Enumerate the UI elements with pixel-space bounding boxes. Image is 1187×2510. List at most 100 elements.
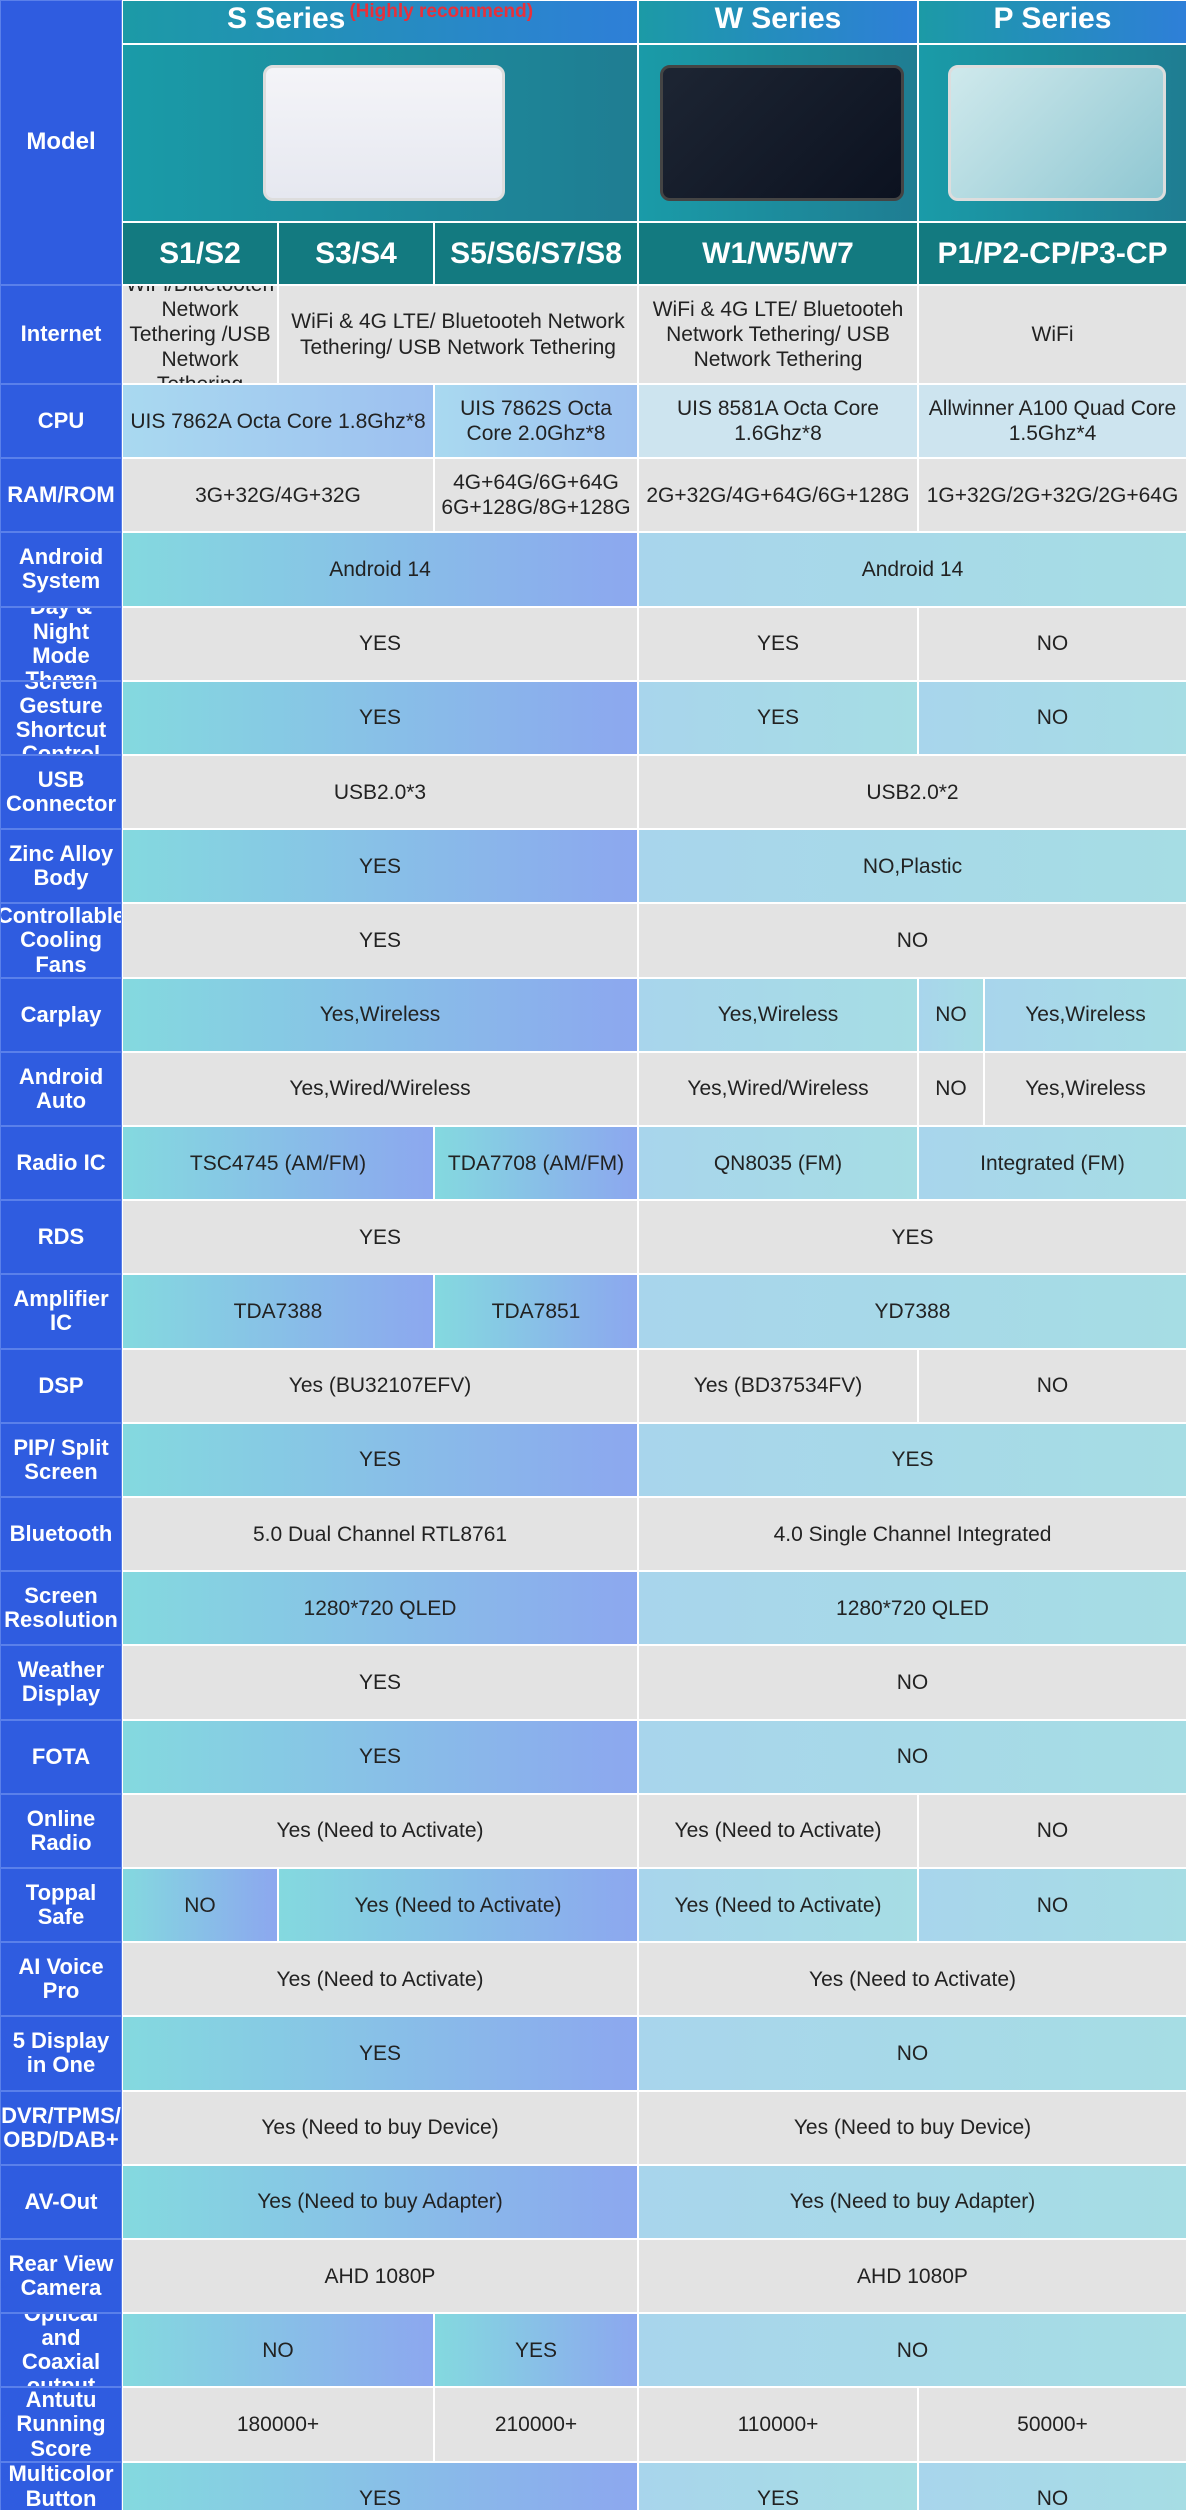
row-label: Radio IC [0,1126,122,1201]
cell: 1G+32G/2G+32G/2G+64G [918,458,1187,533]
product-image [122,44,638,222]
cell: WiFi & 4G LTE/ Bluetooteh Network Tether… [278,285,638,384]
cell: YES [122,903,638,978]
cell: 5.0 Dual Channel RTL8761 [122,1497,638,1572]
cell: YES [638,680,918,755]
cell: YES [122,2461,638,2510]
cell: Yes,Wireless [984,977,1187,1052]
cell: Yes,Wired/Wireless [638,1051,918,1126]
product-image [918,44,1187,222]
screen [263,65,505,201]
cell: NO [918,2461,1187,2510]
row-label: Android System [0,532,122,607]
cell: NO [122,1868,278,1943]
cell: Yes (Need to buy Device) [638,2090,1187,2165]
cell: Yes,Wireless [638,977,918,1052]
series-title: W Series [638,0,918,44]
cell: QN8035 (FM) [638,1126,918,1201]
model-name: W1/W5/W7 [638,222,918,285]
row-label: Online Radio [0,1793,122,1868]
cell: YES [122,2016,638,2091]
row-label: Bluetooth [0,1497,122,1572]
cell: NO [918,1793,1187,1868]
cell: YES [122,680,638,755]
cell: Yes (Need to Activate) [122,1942,638,2017]
cell: WiFi & 4G LTE/ Bluetooteh Network Tether… [638,285,918,384]
cell: YES [122,1200,638,1275]
cell: TSC4745 (AM/FM) [122,1126,434,1201]
row-label: USB Connector [0,755,122,830]
row-label: AV-Out [0,2164,122,2239]
model-name: P1/P2-CP/P3-CP [918,222,1187,285]
cell: TDA7388 [122,1274,434,1349]
row-label: Controllable Cooling Fans [0,903,122,978]
cell: NO [638,1719,1187,1794]
row-label: Weather Display [0,1645,122,1720]
series-name: W Series [714,2,842,35]
cell: 50000+ [918,2387,1187,2462]
cell: UIS 7862A Octa Core 1.8Ghz*8 [122,384,434,459]
cell: WiFi/Bluetooteh Network Tethering /USB N… [122,285,278,384]
cell: YES [122,606,638,681]
cell: NO [638,1645,1187,1720]
row-label: Rear View Camera [0,2239,122,2314]
row-label: RAM/ROM [0,458,122,533]
model-name: S3/S4 [278,222,434,285]
model-name: S5/S6/S7/S8 [434,222,638,285]
row-label: FOTA [0,1719,122,1794]
cell: Yes (Need to buy Adapter) [122,2164,638,2239]
cell: Integrated (FM) [918,1126,1187,1201]
cell: NO [918,1868,1187,1943]
cell: 4.0 Single Channel Integrated [638,1497,1187,1572]
cell: Yes,Wireless [122,977,638,1052]
model-label: Model [0,0,122,285]
series-title: P Series [918,0,1187,44]
screen [947,65,1166,201]
cell: Yes (BD37534FV) [638,1348,918,1423]
cell: 1280*720 QLED [638,1571,1187,1646]
cell: Android 14 [122,532,638,607]
cell: NO [918,977,984,1052]
cell: NO [638,2016,1187,2091]
cell: NO [918,680,1187,755]
row-label: DSP [0,1348,122,1423]
series-name: P Series [993,2,1112,35]
row-label: Zinc Alloy Body [0,829,122,904]
cell: UIS 7862S Octa Core 2.0Ghz*8 [434,384,638,459]
cell: 110000+ [638,2387,918,2462]
cell: NO [638,2313,1187,2388]
cell: NO,Plastic [638,829,1187,904]
row-label: Optical and Coaxial output [0,2313,122,2388]
row-label: 5 Display in One [0,2016,122,2091]
cell: WiFi [918,285,1187,384]
cell: YES [122,1719,638,1794]
cell: Yes (Need to Activate) [638,1868,918,1943]
row-label: Antutu Running Score [0,2387,122,2462]
row-label: Amplifier IC [0,1274,122,1349]
cell: YES [638,606,918,681]
cell: YD7388 [638,1274,1187,1349]
cell: YES [122,829,638,904]
cell: NO [918,606,1187,681]
row-label: DVR/TPMS/ OBD/DAB+ [0,2090,122,2165]
row-label: CPU [0,384,122,459]
cell: Yes,Wireless [984,1051,1187,1126]
cell: 1280*720 QLED [122,1571,638,1646]
cell: Yes (Need to Activate) [638,1793,918,1868]
cell: AHD 1080P [122,2239,638,2314]
cell: YES [122,1645,638,1720]
row-label: Multicolor Button light [0,2461,122,2510]
row-label: Android Auto [0,1051,122,1126]
cell: Yes (BU32107EFV) [122,1348,638,1423]
series-title: S Series (Highly recommend) [122,0,638,44]
cell: Yes,Wired/Wireless [122,1051,638,1126]
cell: YES [638,1200,1187,1275]
cell: Yes (Need to buy Device) [122,2090,638,2165]
cell: Allwinner A100 Quad Core 1.5Ghz*4 [918,384,1187,459]
row-label: PIP/ Split Screen [0,1422,122,1497]
model-name: S1/S2 [122,222,278,285]
cell: Android 14 [638,532,1187,607]
cell: YES [638,2461,918,2510]
cell: Yes (Need to Activate) [122,1793,638,1868]
